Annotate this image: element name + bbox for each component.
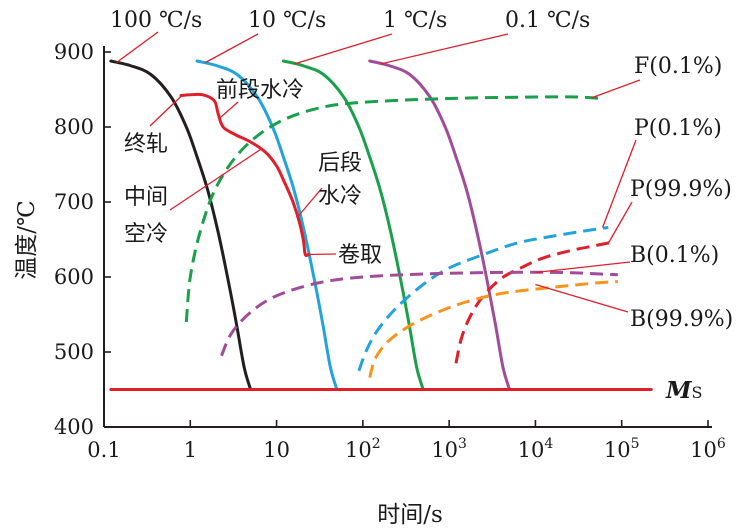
- leader-F-0.1: [591, 79, 641, 99]
- x-tick-label: 0.1: [87, 438, 120, 462]
- leader-rate-01: [380, 33, 509, 65]
- label-rate-10: 10 ℃/s: [248, 8, 326, 33]
- x-tick-label: 1: [184, 438, 197, 462]
- label-rear-water-cooling-1: 后段: [318, 151, 362, 176]
- label-B-99.9: B(99.9%): [630, 307, 733, 332]
- leader-rate-100: [116, 31, 159, 64]
- series-rate-01: [368, 59, 511, 391]
- series-B-99.9: [368, 280, 618, 378]
- leader-front-water-cooling: [219, 101, 239, 119]
- series-rate-100: [109, 59, 253, 391]
- label-rear-water-cooling-2: 水冷: [318, 184, 362, 209]
- label-intermediate-air-cooling-2: 空冷: [124, 222, 168, 247]
- series-rate-10: [195, 59, 339, 391]
- y-tick-label: 800: [54, 115, 94, 139]
- label-rate-01: 0.1 ℃/s: [505, 8, 590, 33]
- series-B-0.1: [220, 270, 618, 357]
- x-tick-labels: 0.1 1 10 102 103 104 105 106: [87, 436, 726, 462]
- y-tick-labels: 400 500 600 700 800 900: [54, 40, 94, 439]
- x-tick-label: 106: [690, 436, 726, 462]
- label-intermediate-air-cooling-1: 中间: [124, 185, 168, 210]
- label-rate-1: 1 ℃/s: [383, 8, 447, 33]
- label-coiling: 卷取: [338, 243, 382, 268]
- series-P-0.1: [357, 226, 609, 372]
- leader-rear-water-cooling: [297, 187, 323, 218]
- leader-coiling: [306, 253, 337, 256]
- x-tick-label: 105: [604, 436, 640, 462]
- axes-frame: [103, 46, 712, 428]
- y-tick-label: 700: [54, 190, 94, 214]
- series-process: [179, 92, 311, 258]
- label-ms: MS: [665, 377, 702, 404]
- label-rate-100: 100 ℃/s: [110, 8, 202, 33]
- x-tick-label: 103: [431, 436, 467, 462]
- label-P-99.9: P(99.9%): [630, 177, 732, 202]
- y-tick-label: 600: [54, 265, 94, 289]
- leader-B-99.9: [535, 283, 629, 313]
- series-P-99.9: [454, 241, 612, 364]
- y-tick-label: 400: [54, 415, 94, 439]
- x-axis-label: 时间/s: [377, 502, 443, 528]
- label-finish-rolling: 终轧: [124, 132, 168, 157]
- y-tick-label: 900: [54, 40, 94, 64]
- y-tick-label: 500: [54, 340, 94, 364]
- x-tick-label: 104: [518, 436, 554, 462]
- x-tick-label: 102: [345, 436, 381, 462]
- label-front-water-cooling: 前段水冷: [216, 78, 304, 103]
- leader-intermediate-air-cooling: [169, 148, 261, 211]
- series-F-0.1: [184, 95, 603, 323]
- label-P-0.1: P(0.1%): [634, 116, 722, 141]
- leader-P-99.9: [607, 201, 633, 244]
- label-B-0.1: B(0.1%): [630, 243, 719, 268]
- leader-rate-10: [205, 33, 259, 64]
- leader-finish-rolling: [149, 95, 183, 127]
- leader-P-0.1: [601, 139, 637, 228]
- leader-rate-1: [293, 33, 393, 65]
- label-F-0.1: F(0.1%): [634, 54, 722, 79]
- series-layer: [109, 59, 653, 391]
- y-axis-label: 温度/℃: [14, 200, 40, 279]
- leader-lines: [116, 31, 641, 313]
- x-tick-label: 10: [263, 438, 290, 462]
- leader-B-0.1: [535, 261, 631, 274]
